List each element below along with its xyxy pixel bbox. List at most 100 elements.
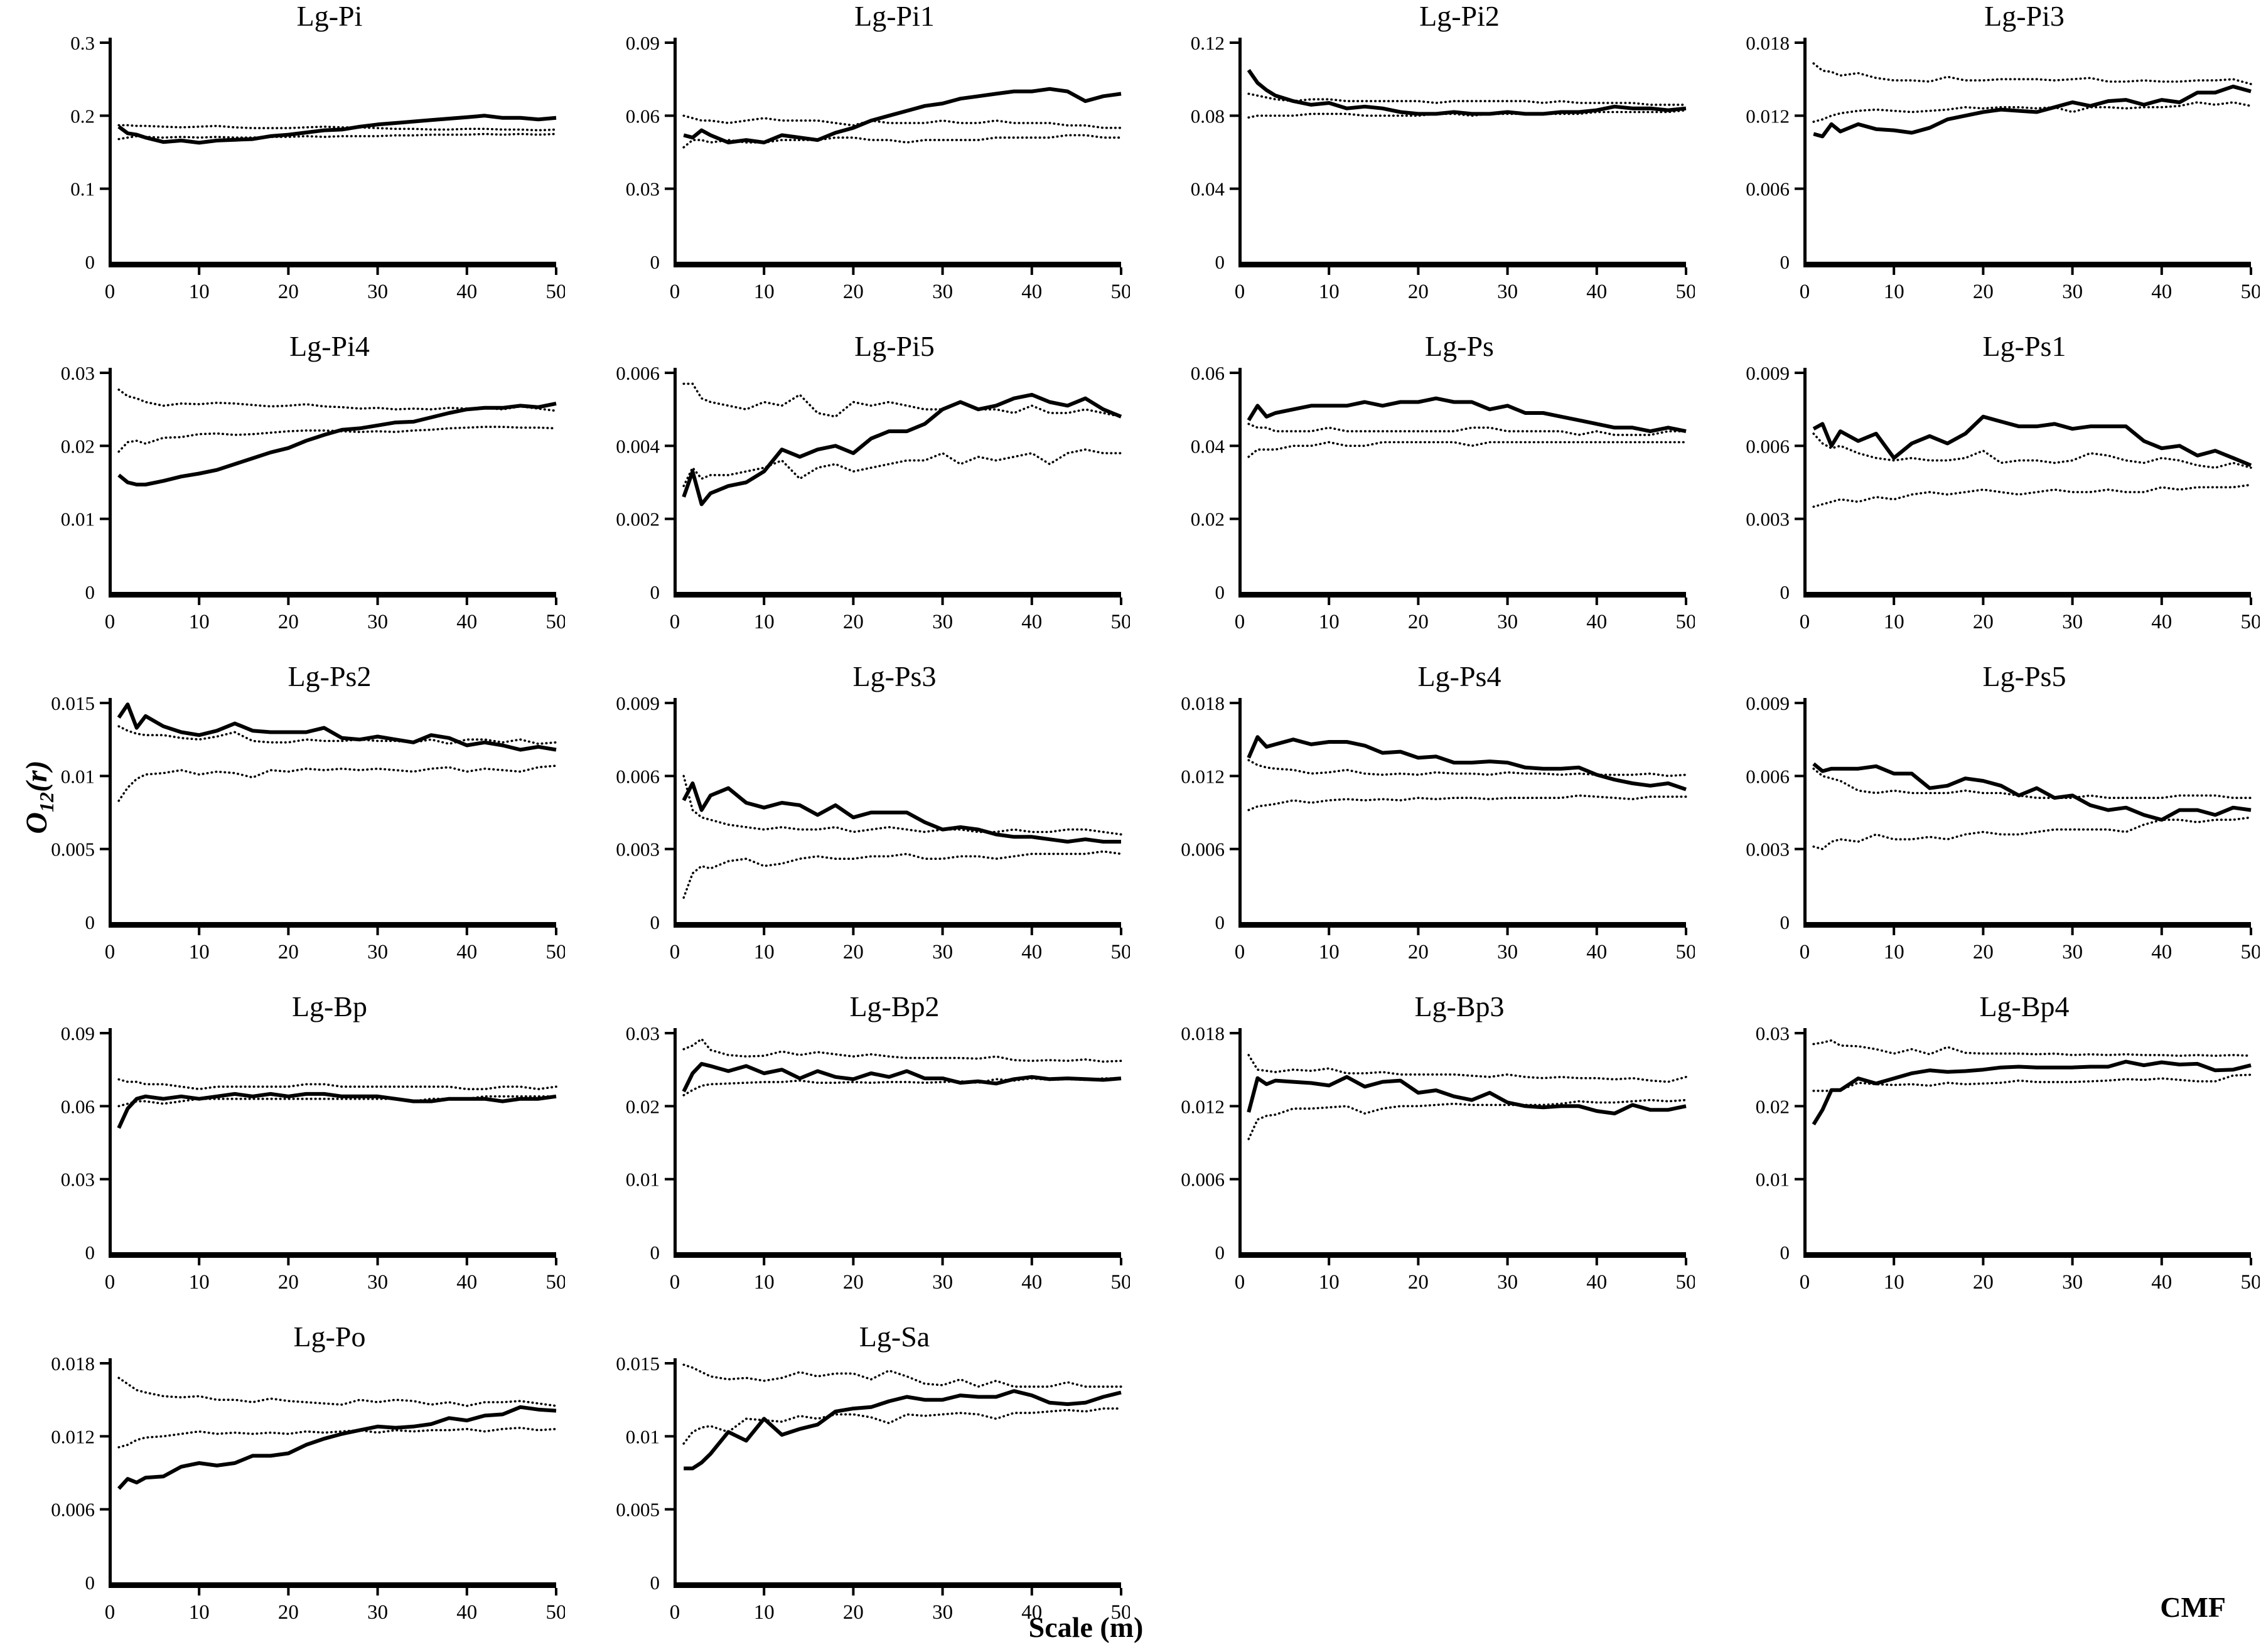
x-tick-label: 20 <box>1408 941 1429 963</box>
x-tick-label: 30 <box>1497 1271 1518 1294</box>
y-tick-label: 0 <box>85 1572 95 1594</box>
series-envelope-upper <box>1247 92 1687 106</box>
x-tick-label: 20 <box>1973 941 1994 963</box>
chart-lg-bp2: 0 0.01 0.02 0.03 0 10 20 30 40 50 <box>626 1022 1132 1294</box>
x-tick-label: 50 <box>2241 611 2260 633</box>
x-tick-label: 0 <box>105 281 115 303</box>
y-tick-label: 0 <box>1780 581 1790 603</box>
x-tick-label: 0 <box>105 1601 115 1624</box>
chart-title: Lg-Po <box>293 1321 366 1353</box>
chart-title: Lg-Pi5 <box>854 330 935 362</box>
x-tick-label: 50 <box>1111 941 1130 963</box>
y-tick-label: 0.009 <box>1746 693 1790 714</box>
y-tick-label: 0.01 <box>626 1425 660 1447</box>
y-tick-label: 0.03 <box>61 1169 95 1191</box>
series-envelope-upper <box>682 1363 1122 1388</box>
x-tick-label: 20 <box>278 1601 299 1624</box>
chart-title: Lg-Pi3 <box>1984 0 2065 32</box>
x-tick-label: 10 <box>189 1271 210 1294</box>
x-tick-label: 30 <box>1497 281 1518 303</box>
x-tick-label: 30 <box>367 941 388 963</box>
chart-panel-lg-po: Lg-Po 0 0.006 0.012 0.018 0 10 20 30 40 50 <box>0 1321 566 1647</box>
y-tick-label: 0.03 <box>626 178 660 200</box>
chart-lg-ps1: 0 0.003 0.006 0.009 0 10 20 30 40 50 <box>1746 362 2261 633</box>
y-tick-label: 0 <box>1780 251 1790 273</box>
y-tick-label: 0.3 <box>70 33 95 54</box>
x-tick-label: 10 <box>754 941 775 963</box>
series-observed <box>117 1405 557 1490</box>
series-observed <box>682 392 1122 507</box>
series-observed <box>684 1389 1122 1471</box>
x-tick-label: 0 <box>670 1601 680 1624</box>
x-tick-label: 0 <box>105 611 115 633</box>
chart-panel-lg-pi3: Lg-Pi3 0 0.006 0.012 0.018 0 10 20 30 40 50 <box>1695 0 2261 326</box>
x-tick-label: 50 <box>1676 1271 1695 1294</box>
series-envelope-upper <box>117 388 557 412</box>
x-tick-label: 50 <box>2241 281 2260 303</box>
x-tick-label: 30 <box>1497 941 1518 963</box>
y-tick-label: 0.06 <box>61 1095 95 1117</box>
x-tick-label: 40 <box>1021 941 1042 963</box>
y-tick-label: 0.02 <box>1191 508 1225 530</box>
series-envelope-lower <box>1812 483 2252 508</box>
y-tick-label: 0.006 <box>1746 435 1790 457</box>
series-observed <box>117 401 557 486</box>
y-tick-label: 0.02 <box>626 1095 660 1117</box>
x-tick-label: 50 <box>546 941 566 963</box>
chart-lg-ps5: 0 0.003 0.006 0.009 0 10 20 30 40 50 <box>1746 692 2261 963</box>
x-tick-label: 40 <box>1021 611 1042 633</box>
x-tick-label: 10 <box>754 611 775 633</box>
series-envelope-lower <box>1812 816 2252 850</box>
chart-panel-lg-pi5: Lg-Pi5 0 0.002 0.004 0.006 0 10 20 30 40 50 <box>565 330 1131 657</box>
y-tick-label: 0.003 <box>1746 508 1790 530</box>
y-tick-label: 0.015 <box>616 1353 660 1375</box>
series-observed <box>683 87 1122 144</box>
series-envelope-upper <box>1247 759 1687 778</box>
x-tick-label: 20 <box>278 611 299 633</box>
chart-title: Lg-Bp3 <box>1414 990 1505 1022</box>
y-tick-label: 0.002 <box>616 508 660 530</box>
y-tick-label: 0.06 <box>626 105 660 127</box>
series-observed <box>1812 1059 2252 1125</box>
series-envelope-lower <box>117 132 557 141</box>
series-observed <box>117 1092 557 1129</box>
series-observed <box>117 114 557 145</box>
series-observed <box>682 781 1121 844</box>
x-tick-label: 10 <box>754 281 775 303</box>
y-tick-label: 0 <box>1215 911 1225 933</box>
y-tick-label: 0.006 <box>1746 765 1790 787</box>
series-envelope-lower <box>1812 1073 2252 1092</box>
x-tick-label: 30 <box>932 941 953 963</box>
x-tick-label: 10 <box>1319 611 1340 633</box>
series-observed <box>1247 735 1687 791</box>
y-tick-label: 0.03 <box>626 1023 660 1044</box>
chart-panel-lg-ps5: Lg-Ps5 0 0.003 0.006 0.009 0 10 20 30 40 50 <box>1695 660 2261 987</box>
x-tick-label: 30 <box>367 281 388 303</box>
chart-title: Lg-Bp4 <box>1979 990 2070 1022</box>
x-tick-label: 20 <box>278 1271 299 1294</box>
x-tick-label: 40 <box>456 1601 477 1624</box>
x-tick-label: 30 <box>367 1601 388 1624</box>
x-tick-label: 20 <box>843 281 864 303</box>
series-envelope-lower <box>1247 1098 1687 1140</box>
y-tick-label: 0.006 <box>1746 178 1790 200</box>
chart-lg-ps: 0 0.02 0.04 0.06 0 10 20 30 40 50 <box>1191 362 1697 633</box>
x-tick-label: 20 <box>843 941 864 963</box>
x-tick-label: 0 <box>1800 611 1810 633</box>
chart-title: Lg-Ps2 <box>287 660 372 692</box>
y-tick-label: 0 <box>85 251 95 273</box>
chart-panel-lg-pi: Lg-Pi 0 0.1 0.2 0.3 0 10 20 30 40 50 <box>0 0 566 326</box>
x-tick-label: 40 <box>456 941 477 963</box>
x-tick-label: 50 <box>1111 611 1130 633</box>
x-tick-label: 40 <box>2151 611 2172 633</box>
chart-panel-lg-pi1: Lg-Pi1 0 0.03 0.06 0.09 0 10 20 30 40 50 <box>565 0 1132 326</box>
series-envelope-upper <box>682 1037 1122 1063</box>
x-tick-label: 10 <box>754 1271 775 1294</box>
chart-lg-ps3: 0 0.003 0.006 0.009 0 10 20 30 40 50 <box>616 692 1131 963</box>
series-envelope-upper <box>117 1078 557 1091</box>
x-tick-label: 10 <box>189 1601 210 1624</box>
chart-panel-lg-pi2: Lg-Pi2 0 0.04 0.08 0.12 0 10 20 30 40 50 <box>1130 0 1697 326</box>
x-tick-label: 10 <box>189 281 210 303</box>
chart-title: Lg-Bp2 <box>849 990 940 1022</box>
chart-panel-lg-bp4: Lg-Bp4 0 0.01 0.02 0.03 0 10 20 30 40 50 <box>1695 990 2261 1317</box>
